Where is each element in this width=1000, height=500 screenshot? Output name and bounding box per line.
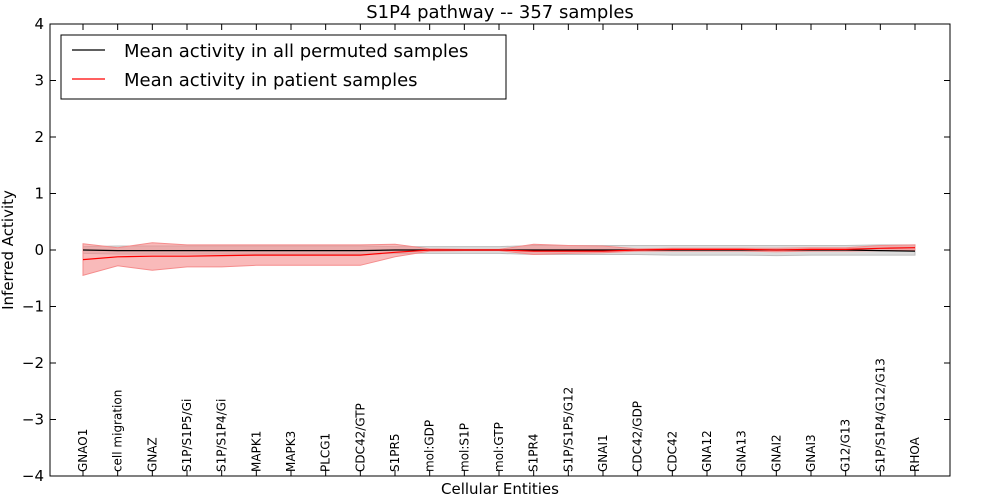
x-category-label: MAPK3 [284,431,298,472]
x-category-label: G12/G13 [839,419,853,472]
plot-area [82,242,916,277]
legend-label-patient: Mean activity in patient samples [124,70,418,91]
y-tick-label: 3 [34,72,44,90]
x-category-label: CDC42/GDP [631,401,645,472]
x-category-label: mol:GDP [423,420,437,472]
x-category-label: GNAO1 [76,429,90,472]
x-category-label: MAPK1 [249,431,263,472]
x-category-label: S1P/S1P4/G12/G13 [873,358,887,472]
x-category-label: GNAI3 [804,434,818,472]
y-tick-label: 1 [34,185,44,203]
x-category-label: GNAI1 [596,434,610,472]
y-axis-label: Inferred Activity [0,190,17,310]
x-category-label: GNA13 [735,430,749,472]
x-category-label: S1P/S1P5/Gi [180,399,194,472]
y-tick-label: −2 [22,354,44,372]
axes: −4 −3 −2 −1 0 1 2 3 4 GNAO1 cell migration GNAZ S1P/… [22,15,950,485]
y-tick-label: −1 [22,298,44,316]
legend-label-permuted: Mean activity in all permuted samples [124,41,468,62]
legend: Mean activity in all permuted samples Me… [60,34,507,100]
x-category-label: mol:GTP [492,422,506,472]
x-category-label: CDC42 [665,431,679,472]
y-tick-label: 4 [34,15,44,33]
x-category-label: RHOA [908,436,922,472]
x-category-label: PLCG1 [319,433,333,472]
legend-box [60,34,507,100]
x-category-label: S1P/S1P5/G12 [561,387,575,472]
y-tick-label: −4 [22,467,44,485]
y-tick-label: 2 [34,128,44,146]
x-category-label: S1PR5 [388,434,402,472]
x-category-label: S1PR4 [527,434,541,472]
x-category-label: GNAI2 [769,434,783,472]
x-category-label: S1P/S1P4/Gi [215,399,229,472]
x-category-label: GNAZ [145,437,159,472]
line-patient [82,247,916,261]
y-tick-label: −3 [22,411,44,429]
x-category-label: mol:S1P [457,423,471,472]
x-category-label: GNA12 [700,430,714,472]
y-tick-label: 0 [34,241,44,259]
x-category-label: cell migration [111,390,125,472]
x-category-label: CDC42/GTP [353,403,367,472]
x-axis-label: Cellular Entities [441,480,559,498]
chart-title: S1P4 pathway -- 357 samples [366,2,634,23]
